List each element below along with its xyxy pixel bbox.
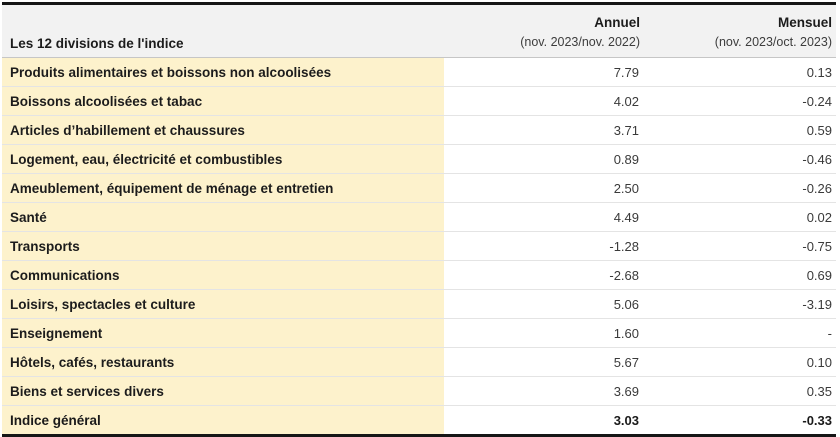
annual-value: 2.50 (444, 173, 640, 203)
division-label: Produits alimentaires et boissons non al… (2, 57, 444, 87)
division-label: Indice général (2, 405, 444, 436)
monthly-value: 0.69 (640, 260, 836, 290)
monthly-value: -0.26 (640, 173, 836, 203)
annual-value: 0.89 (444, 144, 640, 174)
monthly-value: -0.46 (640, 144, 836, 174)
table-row: Ameublement, équipement de ménage et ent… (2, 173, 836, 203)
annual-value: 5.06 (444, 289, 640, 319)
annual-value: 3.03 (444, 405, 640, 436)
label-column-header: Les 12 divisions de l'indice (2, 3, 444, 58)
table-row: Santé 4.49 0.02 (2, 202, 836, 232)
monthly-value: - (640, 318, 836, 348)
table-row: Hôtels, cafés, restaurants 5.67 0.10 (2, 347, 836, 377)
monthly-value: 0.02 (640, 202, 836, 232)
column-header-annuel: Annuel (444, 3, 640, 32)
table-row: Enseignement 1.60 - (2, 318, 836, 348)
division-label: Boissons alcoolisées et tabac (2, 86, 444, 116)
monthly-value: 0.10 (640, 347, 836, 377)
table-row: Transports -1.28 -0.75 (2, 231, 836, 261)
table-row: Articles d’habillement et chaussures 3.7… (2, 115, 836, 145)
table-header: Les 12 divisions de l'indice Annuel Mens… (2, 3, 836, 58)
annual-value: 7.79 (444, 57, 640, 87)
table-row: Boissons alcoolisées et tabac 4.02 -0.24 (2, 86, 836, 116)
annual-value: 3.71 (444, 115, 640, 145)
annual-value: 1.60 (444, 318, 640, 348)
header-subtitle-row: (nov. 2023/nov. 2022) (nov. 2023/oct. 20… (2, 32, 836, 58)
division-label: Loisirs, spectacles et culture (2, 289, 444, 319)
division-label: Logement, eau, électricité et combustibl… (2, 144, 444, 174)
column-header-mensuel: Mensuel (640, 3, 836, 32)
division-label: Ameublement, équipement de ménage et ent… (2, 173, 444, 203)
monthly-value: -0.24 (640, 86, 836, 116)
monthly-value: 0.59 (640, 115, 836, 145)
annual-value: -2.68 (444, 260, 640, 290)
table-row: Produits alimentaires et boissons non al… (2, 57, 836, 87)
division-label: Communications (2, 260, 444, 290)
division-label: Hôtels, cafés, restaurants (2, 347, 444, 377)
table-row: Logement, eau, électricité et combustibl… (2, 144, 836, 174)
header-title-row: Les 12 divisions de l'indice Annuel Mens… (2, 3, 836, 58)
annual-value: 5.67 (444, 347, 640, 377)
table-row-total: Indice général 3.03 -0.33 (2, 405, 836, 436)
division-label: Articles d’habillement et chaussures (2, 115, 444, 145)
monthly-value: -0.75 (640, 231, 836, 261)
monthly-value: 0.35 (640, 376, 836, 406)
monthly-value: -0.33 (640, 405, 836, 436)
column-subheader-mensuel: (nov. 2023/oct. 2023) (640, 32, 836, 58)
table-body: Produits alimentaires et boissons non al… (2, 57, 836, 436)
annual-value: 4.49 (444, 202, 640, 232)
column-subheader-annuel: (nov. 2023/nov. 2022) (444, 32, 640, 58)
table-row: Biens et services divers 3.69 0.35 (2, 376, 836, 406)
annual-value: -1.28 (444, 231, 640, 261)
annual-value: 3.69 (444, 376, 640, 406)
division-label: Enseignement (2, 318, 444, 348)
table-row: Communications -2.68 0.69 (2, 260, 836, 290)
monthly-value: 0.13 (640, 57, 836, 87)
division-label: Santé (2, 202, 444, 232)
table-row: Loisirs, spectacles et culture 5.06 -3.1… (2, 289, 836, 319)
monthly-value: -3.19 (640, 289, 836, 319)
division-label: Biens et services divers (2, 376, 444, 406)
division-label: Transports (2, 231, 444, 261)
annual-value: 4.02 (444, 86, 640, 116)
